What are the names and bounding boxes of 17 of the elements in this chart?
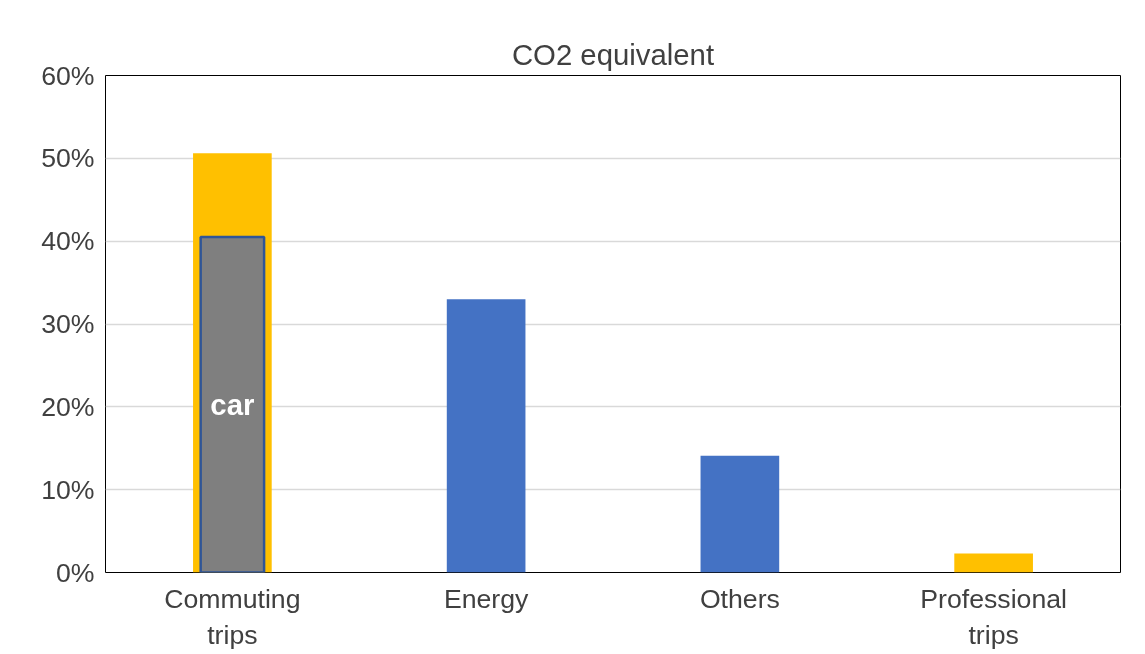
x-tick-label: Commuting trips xyxy=(164,583,301,650)
y-tick-label: 30% xyxy=(41,309,95,339)
y-tick-label: 10% xyxy=(41,474,95,505)
x-tick-label: Professional trips xyxy=(920,583,1067,650)
chart-title: CO2 equivalent xyxy=(511,37,715,71)
bar xyxy=(446,299,526,573)
series-label: car xyxy=(210,388,255,422)
y-tick-label: 50% xyxy=(41,143,95,174)
y-tick-label: 0% xyxy=(55,557,95,588)
y-tick-label: 40% xyxy=(41,226,95,257)
x-tick-label: Energy xyxy=(443,583,530,614)
y-tick-label: 60% xyxy=(41,60,95,91)
bar xyxy=(199,235,266,573)
x-tick-label: Others xyxy=(699,583,780,614)
bar xyxy=(954,553,1033,573)
bar xyxy=(700,455,780,573)
y-tick-label: 20% xyxy=(41,391,95,422)
